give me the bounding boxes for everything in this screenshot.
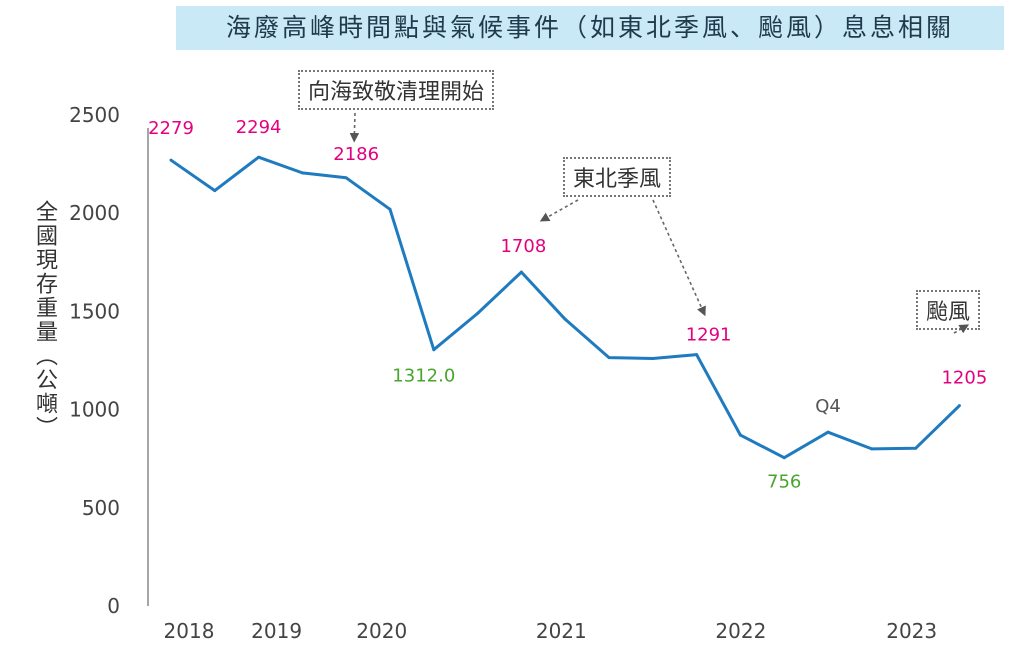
- y-axis-label: 全國現存重量（公噸）: [32, 200, 57, 440]
- data-point: [169, 158, 173, 162]
- data-point: [651, 357, 655, 361]
- data-point: [782, 456, 786, 460]
- data-point: [914, 446, 918, 450]
- annotation-northeast-monsoon: 東北季風: [563, 157, 672, 197]
- x-tick-label: 2022: [715, 619, 766, 643]
- data-point: [738, 433, 742, 437]
- y-tick-label: 2500: [69, 103, 120, 127]
- data-label: Q4: [815, 396, 841, 417]
- data-point: [957, 404, 961, 408]
- data-label: 2186: [333, 144, 379, 165]
- data-point: [432, 348, 436, 352]
- data-point: [607, 356, 611, 360]
- data-point: [826, 430, 830, 434]
- x-tick-label: 2020: [356, 619, 407, 643]
- data-point: [563, 317, 567, 321]
- data-label: 2294: [236, 117, 282, 138]
- data-point: [213, 189, 217, 193]
- annotation-cleanup-start: 向海致敬清理開始: [298, 70, 495, 110]
- data-point: [344, 176, 348, 180]
- data-label: 1312.0: [392, 366, 455, 387]
- annotation-arrow: [953, 324, 970, 334]
- series-line: [170, 155, 961, 460]
- data-point: [695, 353, 699, 357]
- y-tick-label: 1500: [69, 299, 120, 323]
- data-point: [388, 207, 392, 211]
- x-tick-label: 2021: [536, 619, 587, 643]
- data-point: [257, 155, 261, 159]
- y-tick-label: 1000: [69, 398, 120, 422]
- y-tick-label: 2000: [69, 201, 120, 225]
- annotation-arrow: [652, 199, 706, 317]
- data-point: [300, 171, 304, 175]
- data-label: 756: [767, 472, 801, 493]
- data-label: 1205: [941, 368, 987, 389]
- annotation-arrow: [539, 199, 579, 222]
- annotation-arrow: [349, 112, 360, 143]
- y-tick-label: 0: [107, 594, 120, 618]
- chart-title: 海廢高峰時間點與氣候事件（如東北季風、颱風）息息相關: [176, 6, 1004, 50]
- data-point: [870, 447, 874, 451]
- x-tick-label: 2018: [164, 619, 215, 643]
- annotation-typhoon: 颱風: [916, 290, 981, 330]
- data-label: 2279: [148, 118, 194, 139]
- data-label: 1708: [500, 236, 546, 257]
- x-tick-label: 2023: [886, 619, 937, 643]
- data-point: [519, 270, 523, 274]
- y-tick-label: 500: [82, 496, 120, 520]
- x-tick-label: 2019: [251, 619, 302, 643]
- data-label: 1291: [686, 325, 732, 346]
- data-point: [476, 311, 480, 315]
